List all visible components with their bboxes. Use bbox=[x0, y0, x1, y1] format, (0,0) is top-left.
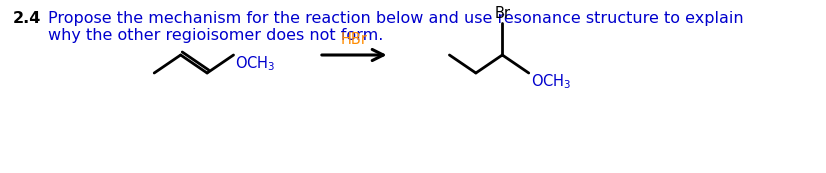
Text: OCH$_3$: OCH$_3$ bbox=[530, 72, 571, 91]
Text: OCH$_3$: OCH$_3$ bbox=[235, 54, 276, 73]
Text: HBr: HBr bbox=[341, 32, 368, 47]
Text: why the other regioisomer does not form.: why the other regioisomer does not form. bbox=[49, 28, 384, 43]
Text: Br: Br bbox=[494, 6, 510, 21]
Text: Propose the mechanism for the reaction below and use resonance structure to expl: Propose the mechanism for the reaction b… bbox=[49, 11, 744, 26]
Text: 2.4: 2.4 bbox=[12, 11, 40, 26]
